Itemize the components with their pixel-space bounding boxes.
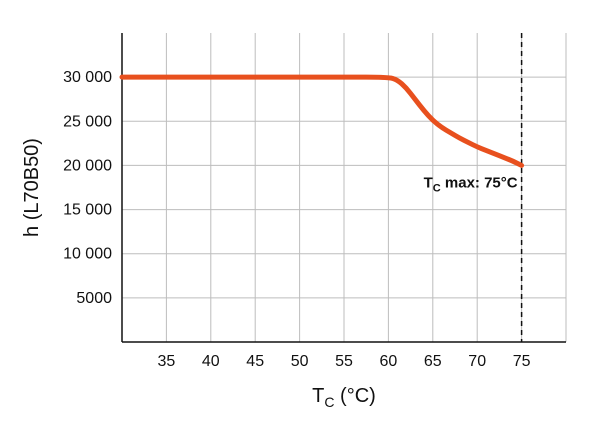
x-axis-title-subscript: C (324, 394, 334, 410)
x-axis-title-unit: (°C) (335, 385, 376, 407)
grid (122, 33, 567, 342)
x-tick-label: 65 (424, 353, 442, 370)
annotation-subscript: C (433, 182, 441, 194)
x-axis-title: TC (°C) (312, 385, 376, 410)
annotation-layer: TC max: 75°C (424, 174, 518, 194)
max-temperature-annotation: TC max: 75°C (424, 174, 518, 194)
x-tick-label: 70 (468, 353, 486, 370)
y-tick-label: 20 000 (63, 157, 112, 174)
series-layer (119, 74, 525, 168)
annotation-main: T (424, 174, 433, 191)
y-tick-label: 15 000 (63, 202, 112, 219)
x-tick-label: 55 (335, 353, 353, 370)
y-tick-label: 30 000 (63, 69, 112, 86)
x-tick-label: 60 (380, 353, 398, 370)
axes (121, 33, 566, 343)
y-tick-labels: 5000 10 000 15 000 20 000 25 000 30 000 (63, 69, 112, 307)
lifetime-series-line (119, 74, 525, 168)
x-tick-label: 40 (202, 353, 220, 370)
y-tick-label: 10 000 (63, 246, 112, 263)
x-axis-title-main: T (312, 385, 324, 407)
x-tick-label: 45 (246, 353, 264, 370)
x-tick-label: 75 (513, 353, 531, 370)
y-tick-label: 25 000 (63, 113, 112, 130)
y-axis-title: h (L70B50) (21, 138, 43, 237)
x-tick-labels: 35 40 45 50 55 60 65 70 75 (158, 353, 531, 370)
x-tick-label: 35 (158, 353, 176, 370)
x-tick-label: 50 (291, 353, 309, 370)
y-tick-label: 5000 (76, 290, 112, 307)
annotation-rest: max: 75°C (441, 174, 518, 191)
